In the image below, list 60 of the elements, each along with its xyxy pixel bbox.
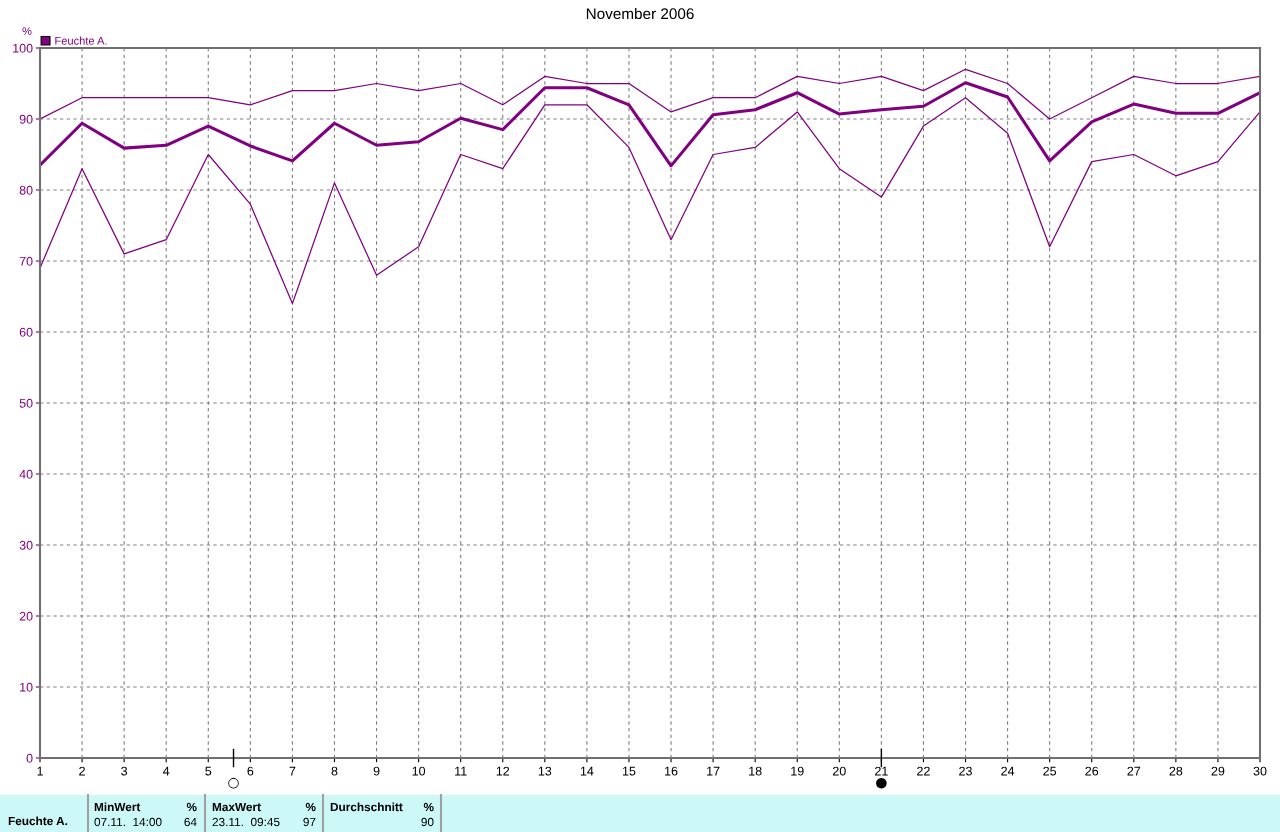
x-tick-label: 20 [832,766,846,776]
ref-line-label: ● [876,777,887,789]
x-tick-label: 8 [331,766,338,776]
y-tick-label: 30 [19,540,33,550]
x-tick-label: 18 [749,766,762,776]
text: % [423,802,434,812]
text: 90 [421,817,434,827]
text: MaxWert [212,802,261,812]
x-tick-label: 19 [791,766,804,776]
y-tick-label: 50 [19,398,33,408]
text: 07.11. 14:00 [94,817,162,827]
y-tick-label: 100 [13,43,33,53]
x-tick-label: 28 [1169,766,1183,776]
line-series [40,81,1260,168]
text: % [305,802,316,812]
x-tick-label: 12 [496,766,510,776]
line-series [40,97,1260,305]
text: 23.11. 09:45 [212,817,280,827]
x-tick-label: 21 [875,766,888,776]
y-tick-label: 0 [26,753,33,763]
x-tick-label: 1 [37,766,43,776]
x-tick-label: 30 [1253,766,1267,776]
chart-title: November 2006 [586,7,694,20]
x-tick-label: 29 [1211,766,1225,776]
y-axis-title: % [22,27,32,35]
x-tick-label: 11 [455,766,467,776]
y-tick-label: 60 [19,327,33,337]
y-tick-label: 40 [19,469,33,479]
y-tick-label: 70 [19,256,33,266]
x-tick-label: 9 [373,766,380,776]
y-tick-label: 80 [19,185,33,195]
text: MinWert [94,802,141,812]
y-tick-label: 20 [19,611,33,621]
x-tick-label: 5 [205,766,212,776]
x-tick-label: 10 [412,766,426,776]
text: Durchschnitt [330,802,403,812]
x-tick-label: 6 [247,766,254,776]
x-tick-label: 3 [121,766,128,776]
y-tick-label: 10 [20,682,33,692]
text: 97 [303,817,316,827]
text: Feuchte A. [8,816,68,826]
x-tick-label: 4 [163,766,170,776]
y-tick-label: 90 [19,114,33,124]
x-tick-label: 22 [917,766,930,776]
ref-line-label: ○ [228,777,239,789]
text: % [186,802,197,812]
x-tick-label: 26 [1085,766,1099,776]
x-tick-label: 7 [289,766,296,776]
x-tick-label: 14 [580,766,594,776]
x-tick-label: 15 [622,766,636,776]
x-tick-label: 24 [1001,766,1015,776]
legend-label: Feuchte A. [55,36,107,45]
x-tick-label: 25 [1043,766,1057,776]
text: 64 [184,817,197,827]
x-tick-label: 27 [1127,766,1141,776]
x-tick-label: 13 [538,766,552,776]
x-tick-label: 2 [79,766,85,776]
x-tick-label: 17 [707,766,720,776]
x-tick-label: 16 [665,766,678,776]
x-tick-label: 23 [959,766,972,776]
